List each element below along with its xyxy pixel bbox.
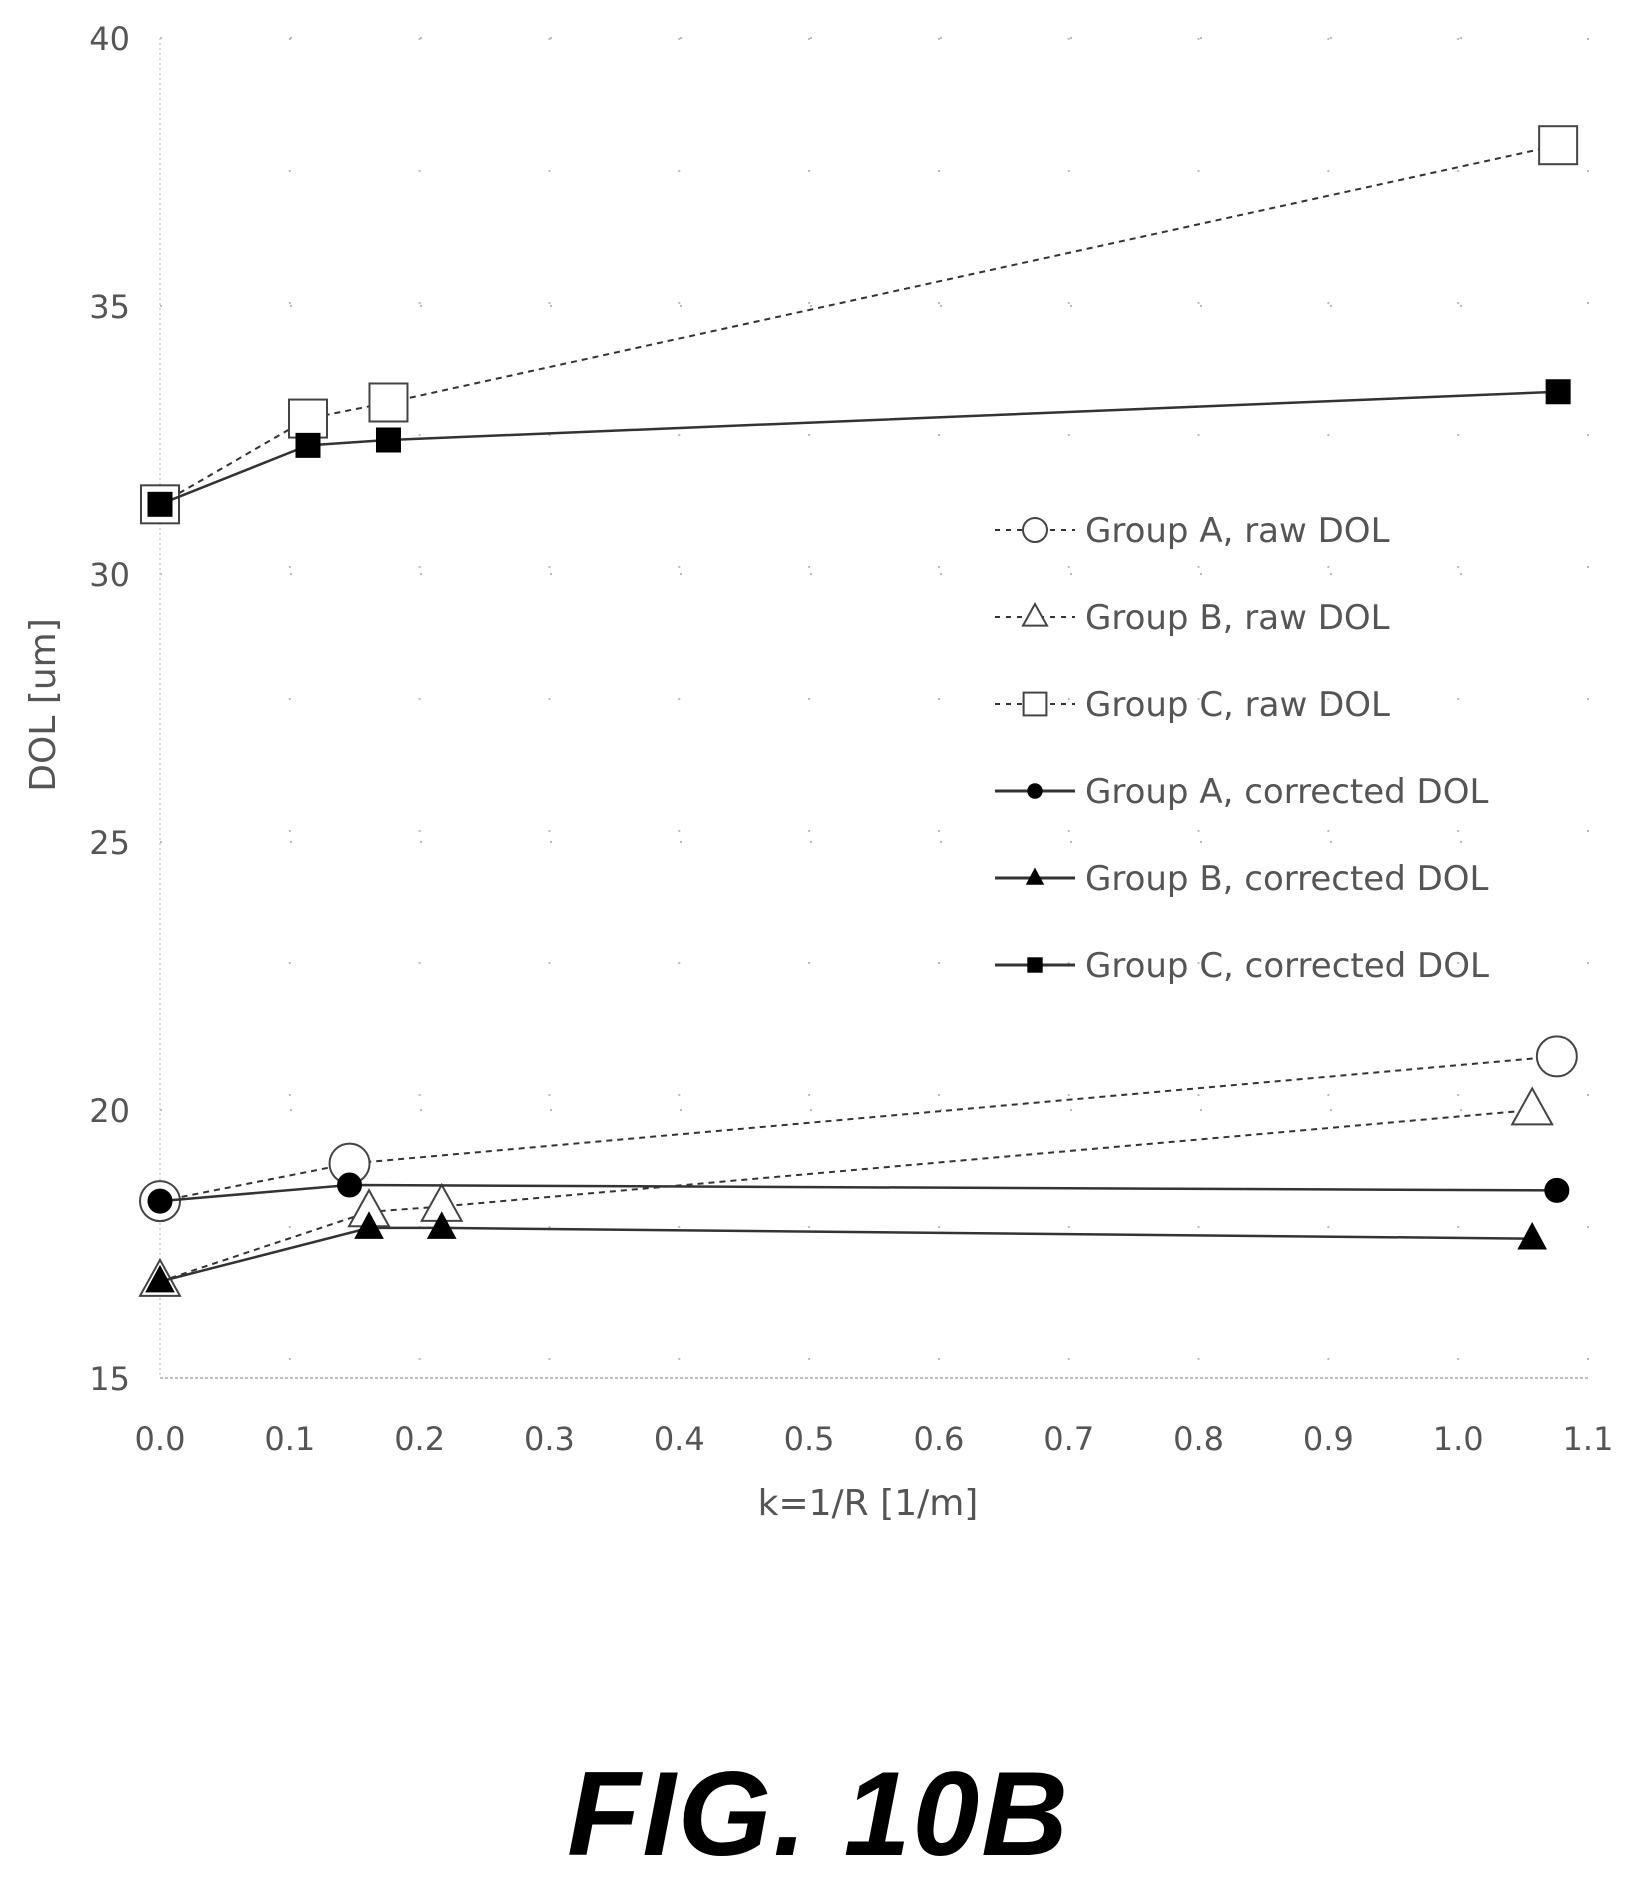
data-point: [1510, 1086, 1554, 1126]
y-tick-label: 35: [89, 288, 130, 326]
legend-label: Group A, raw DOL: [1085, 511, 1390, 551]
legend-label: Group A, corrected DOL: [1085, 772, 1488, 812]
x-tick-label: 1.0: [1433, 1420, 1484, 1458]
legend-label: Group C, corrected DOL: [1085, 946, 1489, 986]
data-point: [1535, 1035, 1578, 1078]
data-point: [295, 432, 321, 458]
line-chart: 0.0 0.1 0.2 0.3 0.4 0.5 0.6 0.7 0.8 0.9 1.0 1.1 15 20…: [23, 20, 1613, 1524]
data-point: [1538, 125, 1579, 166]
series-layer: [138, 125, 1579, 1297]
data-point: [337, 1172, 363, 1198]
y-tick-label: 25: [89, 824, 130, 862]
data-point: [147, 491, 173, 517]
series-line-2: [159, 1109, 1533, 1283]
legend-marker: [1027, 783, 1043, 799]
legend-marker: [1022, 691, 1048, 717]
legend-marker: [1027, 957, 1043, 973]
x-axis-label: k=1/R [1/m]: [758, 1483, 979, 1524]
legend-marker: [1022, 517, 1048, 543]
legend-label: Group B, corrected DOL: [1085, 859, 1489, 899]
data-point: [145, 1264, 175, 1293]
data-point: [375, 427, 401, 453]
series-line-1: [159, 1055, 1557, 1203]
x-tick-label: 1.1: [1563, 1420, 1614, 1458]
data-point: [1545, 379, 1571, 405]
x-tick-label: 0.5: [784, 1420, 835, 1458]
x-tick-label: 0.4: [654, 1420, 705, 1458]
figure-label: FIG. 10B: [567, 1747, 1070, 1881]
y-tick-label: 30: [89, 556, 130, 594]
x-tick-label: 0.6: [913, 1420, 964, 1458]
x-tick-label: 0.2: [394, 1420, 445, 1458]
series-line-3: [159, 144, 1559, 506]
data-point: [368, 382, 409, 423]
x-tick-label: 0.1: [264, 1420, 315, 1458]
data-point: [354, 1211, 384, 1239]
y-tick-label: 15: [89, 1360, 130, 1398]
series-line-5: [159, 1226, 1533, 1283]
data-point: [147, 1188, 173, 1214]
x-tick-label: 0.7: [1043, 1420, 1094, 1458]
y-axis-label: DOL [um]: [23, 618, 64, 792]
x-tick-label: 0.9: [1303, 1420, 1354, 1458]
data-point: [140, 484, 180, 525]
y-tick-label: 40: [89, 20, 130, 58]
legend-marker: [1021, 601, 1049, 627]
data-point: [1544, 1177, 1570, 1203]
legend-label: Group B, raw DOL: [1085, 598, 1390, 638]
x-tick-label: 0.8: [1173, 1420, 1224, 1458]
x-tick-label: 0.3: [524, 1420, 575, 1458]
legend: Group A, raw DOL Group B, raw DOL Group C,…: [995, 511, 1489, 986]
data-point: [287, 398, 328, 439]
series-line-6: [159, 390, 1559, 506]
axes-layer: 0.0 0.1 0.2 0.3 0.4 0.5 0.6 0.7 0.8 0.9 1.0 1.1 15 20…: [89, 20, 1613, 1458]
y-tick-label: 20: [89, 1092, 130, 1130]
legend-label: Group C, raw DOL: [1085, 685, 1390, 725]
data-point: [1517, 1221, 1548, 1250]
x-tick-label: 0.0: [135, 1420, 186, 1458]
legend-marker: [1025, 867, 1045, 885]
data-point: [426, 1211, 457, 1239]
